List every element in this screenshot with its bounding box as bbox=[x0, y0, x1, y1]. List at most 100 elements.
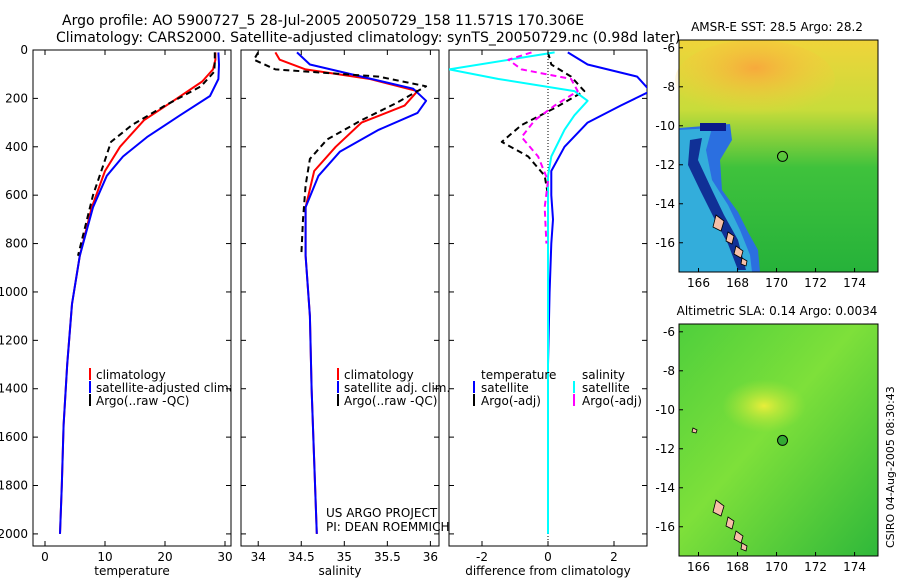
sst-cloud-mask-top bbox=[700, 123, 726, 131]
x-tick-label: 172 bbox=[804, 276, 827, 290]
y-tick-label: -16 bbox=[655, 520, 675, 534]
legend-heading-temperature: temperature bbox=[481, 368, 556, 382]
legend-label: climatology bbox=[96, 368, 166, 382]
y-tick-label: -6 bbox=[663, 325, 675, 339]
island-shape bbox=[691, 427, 698, 434]
sla-high-region bbox=[710, 377, 830, 453]
legend-label: climatology bbox=[344, 368, 414, 382]
x-tick-label: 168 bbox=[726, 560, 749, 574]
series-line-argo-raw-qc bbox=[252, 51, 428, 256]
legend-label: Argo(..raw -QC) bbox=[344, 394, 437, 408]
island-shape bbox=[740, 542, 748, 552]
legend-label: satellite bbox=[582, 381, 630, 395]
y-tick-label: -6 bbox=[663, 41, 675, 55]
x-tick-label: 170 bbox=[765, 560, 788, 574]
difference-legend: temperature satellite Argo(-adj) salinit… bbox=[473, 368, 642, 408]
y-tick-label: -14 bbox=[655, 481, 675, 495]
sst-map-title: AMSR-E SST: 28.5 Argo: 28.2 bbox=[691, 20, 863, 34]
series-line-temperature-satellite bbox=[547, 51, 647, 534]
y-tick-label: 1200 bbox=[0, 333, 28, 347]
argo-float-marker bbox=[777, 434, 789, 446]
y-tick-label: -12 bbox=[655, 158, 675, 172]
legend-label: satellite adj. clim. bbox=[344, 381, 450, 395]
y-tick-label: 200 bbox=[5, 91, 28, 105]
y-tick-label: -8 bbox=[663, 80, 675, 94]
salinity-axes-box bbox=[240, 49, 440, 547]
x-tick-label: 174 bbox=[843, 276, 866, 290]
sla-map-title: Altimetric SLA: 0.14 Argo: 0.0034 bbox=[677, 304, 878, 318]
salinity-lines bbox=[252, 51, 428, 534]
difference-xlabel: difference from climatology bbox=[465, 564, 631, 578]
temperature-panel: 0 10 20 30 0 200 400 600 800 1000 1200 1400 1600 1800… bbox=[0, 43, 274, 578]
x-tick-label: 166 bbox=[687, 560, 710, 574]
legend-label: Argo(-adj) bbox=[481, 394, 541, 408]
x-tick-label: -2 bbox=[476, 550, 488, 564]
timestamp-label: CSIRO 04-Aug-2005 08:30:43 bbox=[884, 386, 897, 548]
sst-map-axes: 166 168 170 172 174 -6 -8 -10 -12 -14 -16 bbox=[655, 41, 866, 290]
x-tick-label: 35.5 bbox=[374, 550, 401, 564]
credit-line2: PI: DEAN ROEMMICH bbox=[326, 520, 449, 534]
y-tick-label: 1600 bbox=[0, 430, 28, 444]
x-tick-label: 34 bbox=[251, 550, 266, 564]
temperature-xlabel: temperature bbox=[94, 564, 169, 578]
y-tick-label: -16 bbox=[655, 236, 675, 250]
salinity-xlabel: salinity bbox=[318, 564, 361, 578]
y-tick-label: 800 bbox=[5, 237, 28, 251]
credit-line1: US ARGO PROJECT bbox=[326, 506, 438, 520]
legend-label: satellite-adjusted climatology bbox=[96, 381, 274, 395]
argo-float-marker bbox=[777, 150, 789, 162]
temperature-lines bbox=[59, 52, 220, 534]
x-tick-label: 0 bbox=[544, 550, 552, 564]
x-tick-label: 2 bbox=[610, 550, 618, 564]
salinity-legend: climatology satellite adj. clim. Argo(..… bbox=[337, 368, 450, 408]
y-tick-label: -12 bbox=[655, 442, 675, 456]
y-tick-label: 2000 bbox=[0, 527, 28, 541]
salinity-axes: 34 34.5 35 35.5 36 bbox=[241, 49, 439, 564]
sst-warm-pool bbox=[675, 40, 835, 120]
island-shape bbox=[712, 214, 725, 232]
x-tick-label: 172 bbox=[804, 560, 827, 574]
legend-heading-salinity: salinity bbox=[582, 368, 625, 382]
series-line-satellite-adj-clim bbox=[296, 51, 428, 534]
x-tick-label: 170 bbox=[765, 276, 788, 290]
y-tick-label: 1400 bbox=[0, 382, 28, 396]
y-tick-label: 400 bbox=[5, 140, 28, 154]
y-tick-label: -14 bbox=[655, 197, 675, 211]
x-tick-label: 0 bbox=[41, 550, 49, 564]
series-line-satellite-adjusted-climatology bbox=[59, 52, 220, 534]
series-line-temperature-argo-adj bbox=[500, 52, 586, 244]
y-tick-label: -10 bbox=[655, 119, 675, 133]
x-tick-label: 174 bbox=[843, 560, 866, 574]
difference-axes: -2 0 2 bbox=[449, 49, 647, 564]
series-line-salinity-argo-adj bbox=[507, 51, 579, 244]
sla-map: Altimetric SLA: 0.14 Argo: 0.0034 166 168… bbox=[655, 304, 879, 574]
island-shape bbox=[740, 257, 748, 267]
x-tick-label: 35 bbox=[337, 550, 352, 564]
x-tick-label: 166 bbox=[687, 276, 710, 290]
series-line-salinity-satellite bbox=[449, 51, 589, 534]
x-tick-label: 10 bbox=[97, 550, 112, 564]
legend-label: Argo(..raw -QC) bbox=[96, 394, 189, 408]
sst-map-frame bbox=[678, 39, 879, 273]
figure-title-line1: Argo profile: AO 5900727_5 28-Jul-2005 2… bbox=[62, 13, 585, 29]
temperature-legend: climatology satellite-adjusted climatolo… bbox=[89, 368, 274, 408]
island-shape bbox=[725, 231, 735, 245]
series-line-argo-raw-qc bbox=[77, 52, 216, 256]
x-tick-label: 30 bbox=[217, 550, 232, 564]
y-tick-label: -8 bbox=[663, 364, 675, 378]
legend-label: Argo(-adj) bbox=[582, 394, 642, 408]
island-shape bbox=[733, 245, 744, 259]
y-tick-label: 1800 bbox=[0, 479, 28, 493]
difference-panel: -2 0 2 difference from climatology tempera… bbox=[448, 49, 648, 578]
island-shape bbox=[712, 499, 725, 517]
sla-map-frame bbox=[678, 323, 879, 557]
x-tick-label: 34.5 bbox=[288, 550, 315, 564]
sla-map-axes: 166 168 170 172 174 -6 -8 -10 -12 -14 -16 bbox=[655, 325, 866, 574]
difference-lines bbox=[449, 50, 647, 546]
salinity-panel: 34 34.5 35 35.5 36 salinity climatology sate… bbox=[240, 49, 450, 578]
island-shape bbox=[725, 516, 735, 530]
island-shape bbox=[733, 530, 744, 544]
temperature-axes: 0 10 20 30 0 200 400 600 800 1000 1200 1400 1600 1800… bbox=[0, 43, 233, 564]
y-tick-label: 1000 bbox=[0, 285, 28, 299]
